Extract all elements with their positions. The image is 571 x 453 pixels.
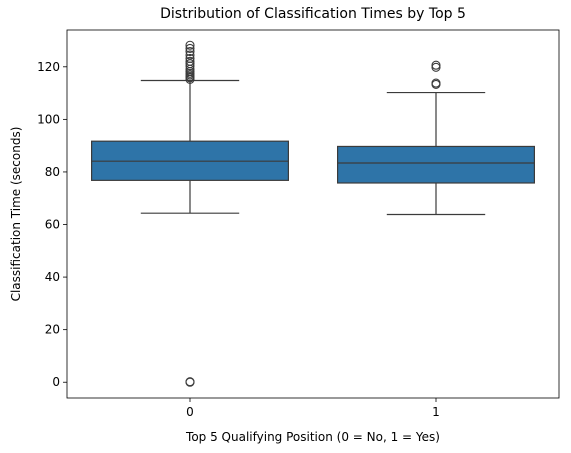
y-tick-label: 40 — [45, 270, 60, 284]
outlier-point — [185, 377, 195, 387]
outlier-point — [185, 56, 195, 66]
outlier-point — [185, 40, 195, 50]
y-axis-label: Classification Time (seconds) — [9, 127, 23, 302]
box-group-0 — [90, 40, 290, 387]
chart-title: Distribution of Classification Times by … — [160, 6, 466, 22]
outlier-point — [431, 78, 441, 88]
outlier-point — [185, 53, 195, 63]
y-tick-label: 20 — [45, 323, 60, 337]
y-tick-label: 120 — [37, 60, 60, 74]
plot-area — [90, 40, 536, 387]
iqr-box — [337, 145, 536, 184]
y-tick-label: 100 — [37, 112, 60, 126]
x-axis-label: Top 5 Qualifying Position (0 = No, 1 = Y… — [185, 430, 440, 444]
outlier-point — [185, 50, 195, 60]
outlier-point — [431, 60, 441, 70]
x-tick-label: 0 — [186, 405, 194, 419]
plot-frame — [66, 29, 560, 399]
y-tick-label: 80 — [45, 165, 60, 179]
y-tick-label: 60 — [45, 218, 60, 232]
outlier-point — [185, 43, 195, 53]
outlier-point — [185, 59, 195, 69]
y-tick-label: 0 — [52, 375, 60, 389]
outlier-point — [185, 47, 195, 57]
x-tick-label: 1 — [432, 405, 440, 419]
y-axis: 0 20 40 60 80 100 120 — [37, 60, 67, 389]
box-group-1 — [337, 60, 536, 216]
